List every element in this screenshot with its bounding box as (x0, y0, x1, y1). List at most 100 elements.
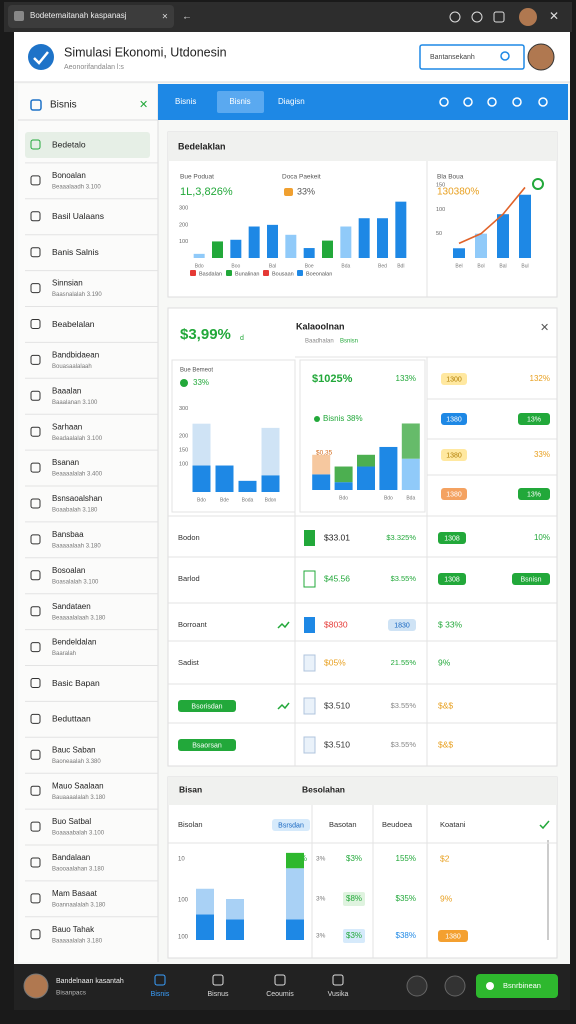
footer-button[interactable] (406, 975, 428, 997)
bar-segment (192, 423, 211, 466)
toolbar-icon[interactable] (512, 97, 522, 107)
chip-label: 1380 (446, 491, 462, 498)
nav-item[interactable]: Beabelalan (52, 319, 95, 329)
stat-dot (314, 416, 320, 422)
label: Bisanpacs (56, 990, 87, 997)
nav-item[interactable]: Bosoalan (52, 566, 85, 575)
chip (388, 619, 416, 631)
tab-title[interactable]: Bodetemaitanah kaspanasj (30, 11, 127, 20)
toolbar-icon[interactable] (538, 97, 548, 107)
search-box[interactable] (419, 44, 525, 70)
legend-swatch (297, 270, 303, 276)
bar (395, 201, 407, 258)
label: $&$ (438, 700, 453, 710)
avatar[interactable] (527, 43, 555, 71)
nav-item[interactable]: Banis Salnis (52, 247, 99, 257)
scrollbar[interactable] (547, 840, 549, 940)
footer-nav[interactable]: Vusika (328, 991, 349, 998)
label: $3% (346, 854, 362, 863)
item-icon (30, 211, 41, 222)
sidebar-icon (30, 99, 42, 111)
browser-icon[interactable] (449, 11, 461, 23)
bar-segment (196, 888, 214, 915)
nav-item[interactable]: Sandataen (52, 602, 91, 611)
nav-item[interactable]: Sinnsian (52, 279, 83, 288)
panel-close[interactable]: ✕ (540, 322, 549, 334)
nav-item[interactable]: Bandalaan (52, 853, 90, 862)
footer-avatar[interactable] (23, 973, 49, 999)
x-tick-label: Bdo (339, 495, 348, 501)
primary-button[interactable] (476, 974, 558, 998)
x-tick-label: Bal (269, 263, 276, 269)
bar (475, 233, 487, 258)
browser-avatar[interactable] (519, 8, 537, 26)
toolbar-tab[interactable]: Diagisn (278, 97, 305, 106)
nav-item[interactable]: Buo Satbal (52, 817, 91, 826)
browser-icon[interactable] (471, 11, 483, 23)
label: $&$ (438, 739, 453, 749)
toolbar-icon[interactable] (487, 97, 497, 107)
toolbar-tab[interactable]: Bisnis (175, 97, 196, 106)
nav-item[interactable]: Baaalan (52, 386, 81, 395)
item-icon (30, 390, 41, 401)
nav-sub: Beaaalaadh 3.100 (52, 184, 101, 190)
nav-item[interactable]: Bendeldalan (52, 638, 96, 647)
browser-tab[interactable] (8, 5, 174, 28)
nav-item[interactable]: Mam Basaat (52, 889, 98, 898)
nav-item[interactable]: Bsnsaoalshan (52, 494, 102, 503)
browser-icon[interactable] (493, 11, 505, 23)
item-icon (30, 606, 41, 617)
nav-item[interactable]: Bedetalo (52, 139, 86, 149)
row-marker (303, 736, 316, 754)
footer-button[interactable] (444, 975, 466, 997)
row-marker (303, 570, 316, 588)
row-icon (277, 621, 290, 629)
search-icon[interactable] (500, 51, 510, 61)
label: $3.55% (391, 740, 417, 749)
button-label[interactable]: Bsnrbinean (503, 981, 541, 990)
nav-item[interactable]: Mauo Saalaan (52, 781, 104, 790)
toolbar-icon[interactable] (463, 97, 473, 107)
marker (532, 178, 544, 190)
nav-item[interactable]: Beduttaan (52, 714, 91, 724)
footer-nav[interactable]: Bisnis (151, 991, 170, 998)
bar-segment (334, 466, 353, 483)
item-icon (30, 749, 41, 760)
nav-item[interactable]: Bauc Saban (52, 745, 96, 754)
bar (453, 248, 465, 258)
nav-item[interactable]: Bansbaa (52, 530, 84, 539)
active-tab[interactable] (217, 91, 264, 113)
stat-icon (284, 188, 293, 196)
footer-nav[interactable]: Bisnus (207, 991, 229, 998)
label: $0,35 (316, 450, 333, 457)
sidebar-close[interactable]: ✕ (139, 99, 148, 111)
nav-item[interactable]: Sarhaan (52, 422, 82, 431)
bar (248, 226, 260, 258)
label: $8030 (324, 619, 348, 629)
nav-item[interactable]: Bsanan (52, 458, 79, 467)
bar (340, 226, 352, 258)
tab-close[interactable]: × (162, 12, 168, 23)
item-icon (30, 534, 41, 545)
item-icon (30, 498, 41, 509)
back-button[interactable]: ← (182, 12, 192, 23)
active-item[interactable] (25, 132, 150, 158)
search-text[interactable]: Bantansekanh (430, 54, 475, 61)
toolbar-tab[interactable]: Bisnis (229, 97, 250, 106)
window-close[interactable]: ✕ (549, 9, 559, 23)
row-icon (277, 702, 290, 710)
nav-item[interactable]: Bandbidaean (52, 351, 99, 360)
nav-item[interactable]: Basic Bapan (52, 678, 100, 688)
cell-chip (343, 892, 365, 906)
footer-nav[interactable]: Ceoumis (266, 991, 294, 998)
nav-item[interactable]: Bauo Tahak (52, 925, 95, 934)
x-tick-label: Bda (406, 495, 415, 501)
nav-item[interactable]: Bonoalan (52, 171, 86, 180)
nav-item[interactable]: Basil Ualaans (52, 211, 104, 221)
panel-title: Bisan (179, 784, 202, 794)
check-icon (539, 820, 550, 830)
bar (212, 241, 223, 258)
bar (322, 240, 333, 258)
stat-value: $1025% (312, 373, 353, 385)
toolbar-icon[interactable] (439, 97, 449, 107)
